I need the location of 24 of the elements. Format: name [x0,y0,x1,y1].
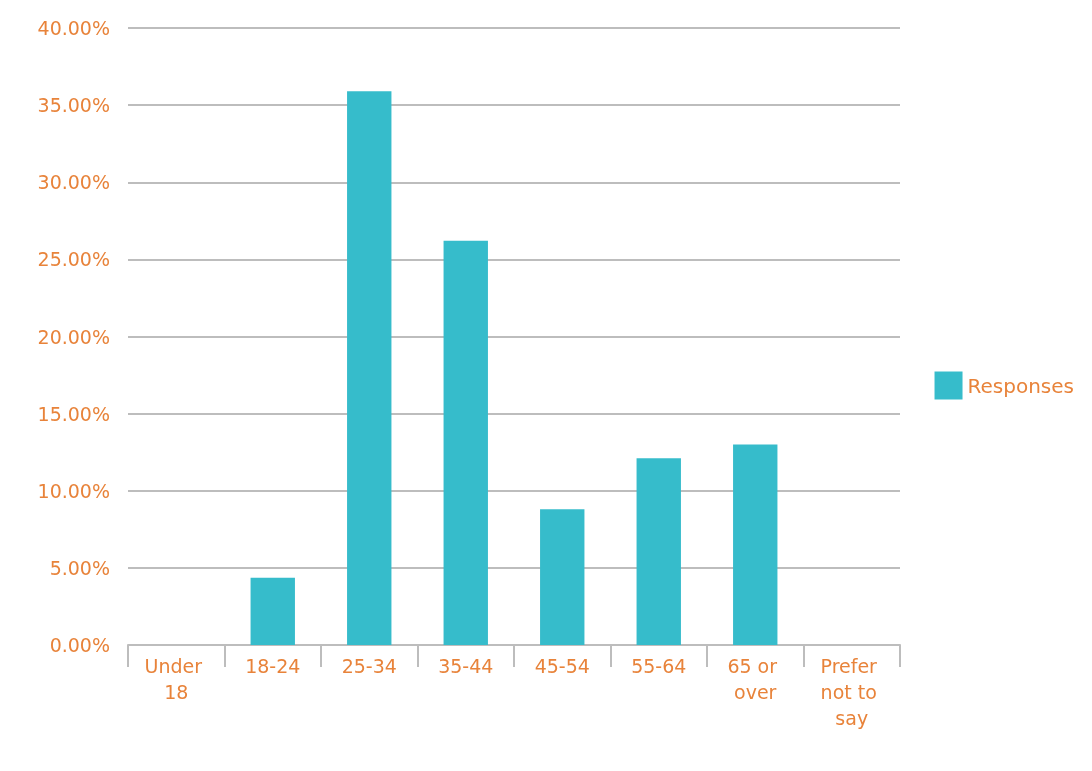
x-tick-label: 18-24 [245,655,301,677]
y-tick-label: 40.00% [37,17,110,39]
y-tick-label: 25.00% [37,248,110,271]
x-tick-label: 45-54 [534,655,590,677]
y-tick-label: 35.00% [37,94,110,117]
legend-label: Responses [967,373,1075,398]
x-tick-label: Under 18 [144,655,209,703]
x-tick-label: 35-44 [438,655,494,677]
x-tick-label: 65 or over [727,655,784,703]
y-tick-label: 5.00% [49,556,110,579]
bar [540,509,585,645]
y-tick-label: 15.00% [37,402,110,425]
x-tick-label: Prefer not to say [820,655,883,729]
y-tick-label: 20.00% [37,325,110,348]
bar [733,444,778,645]
y-tick-label: 10.00% [37,479,110,502]
bar [443,240,488,645]
x-tick-label: 25-34 [341,655,397,677]
bar [636,458,681,645]
bar [250,577,295,645]
y-tick-label: 0.00% [49,634,110,656]
bar [347,91,392,645]
y-tick-label: 30.00% [37,171,110,194]
x-tick-label: 55-64 [631,655,687,677]
